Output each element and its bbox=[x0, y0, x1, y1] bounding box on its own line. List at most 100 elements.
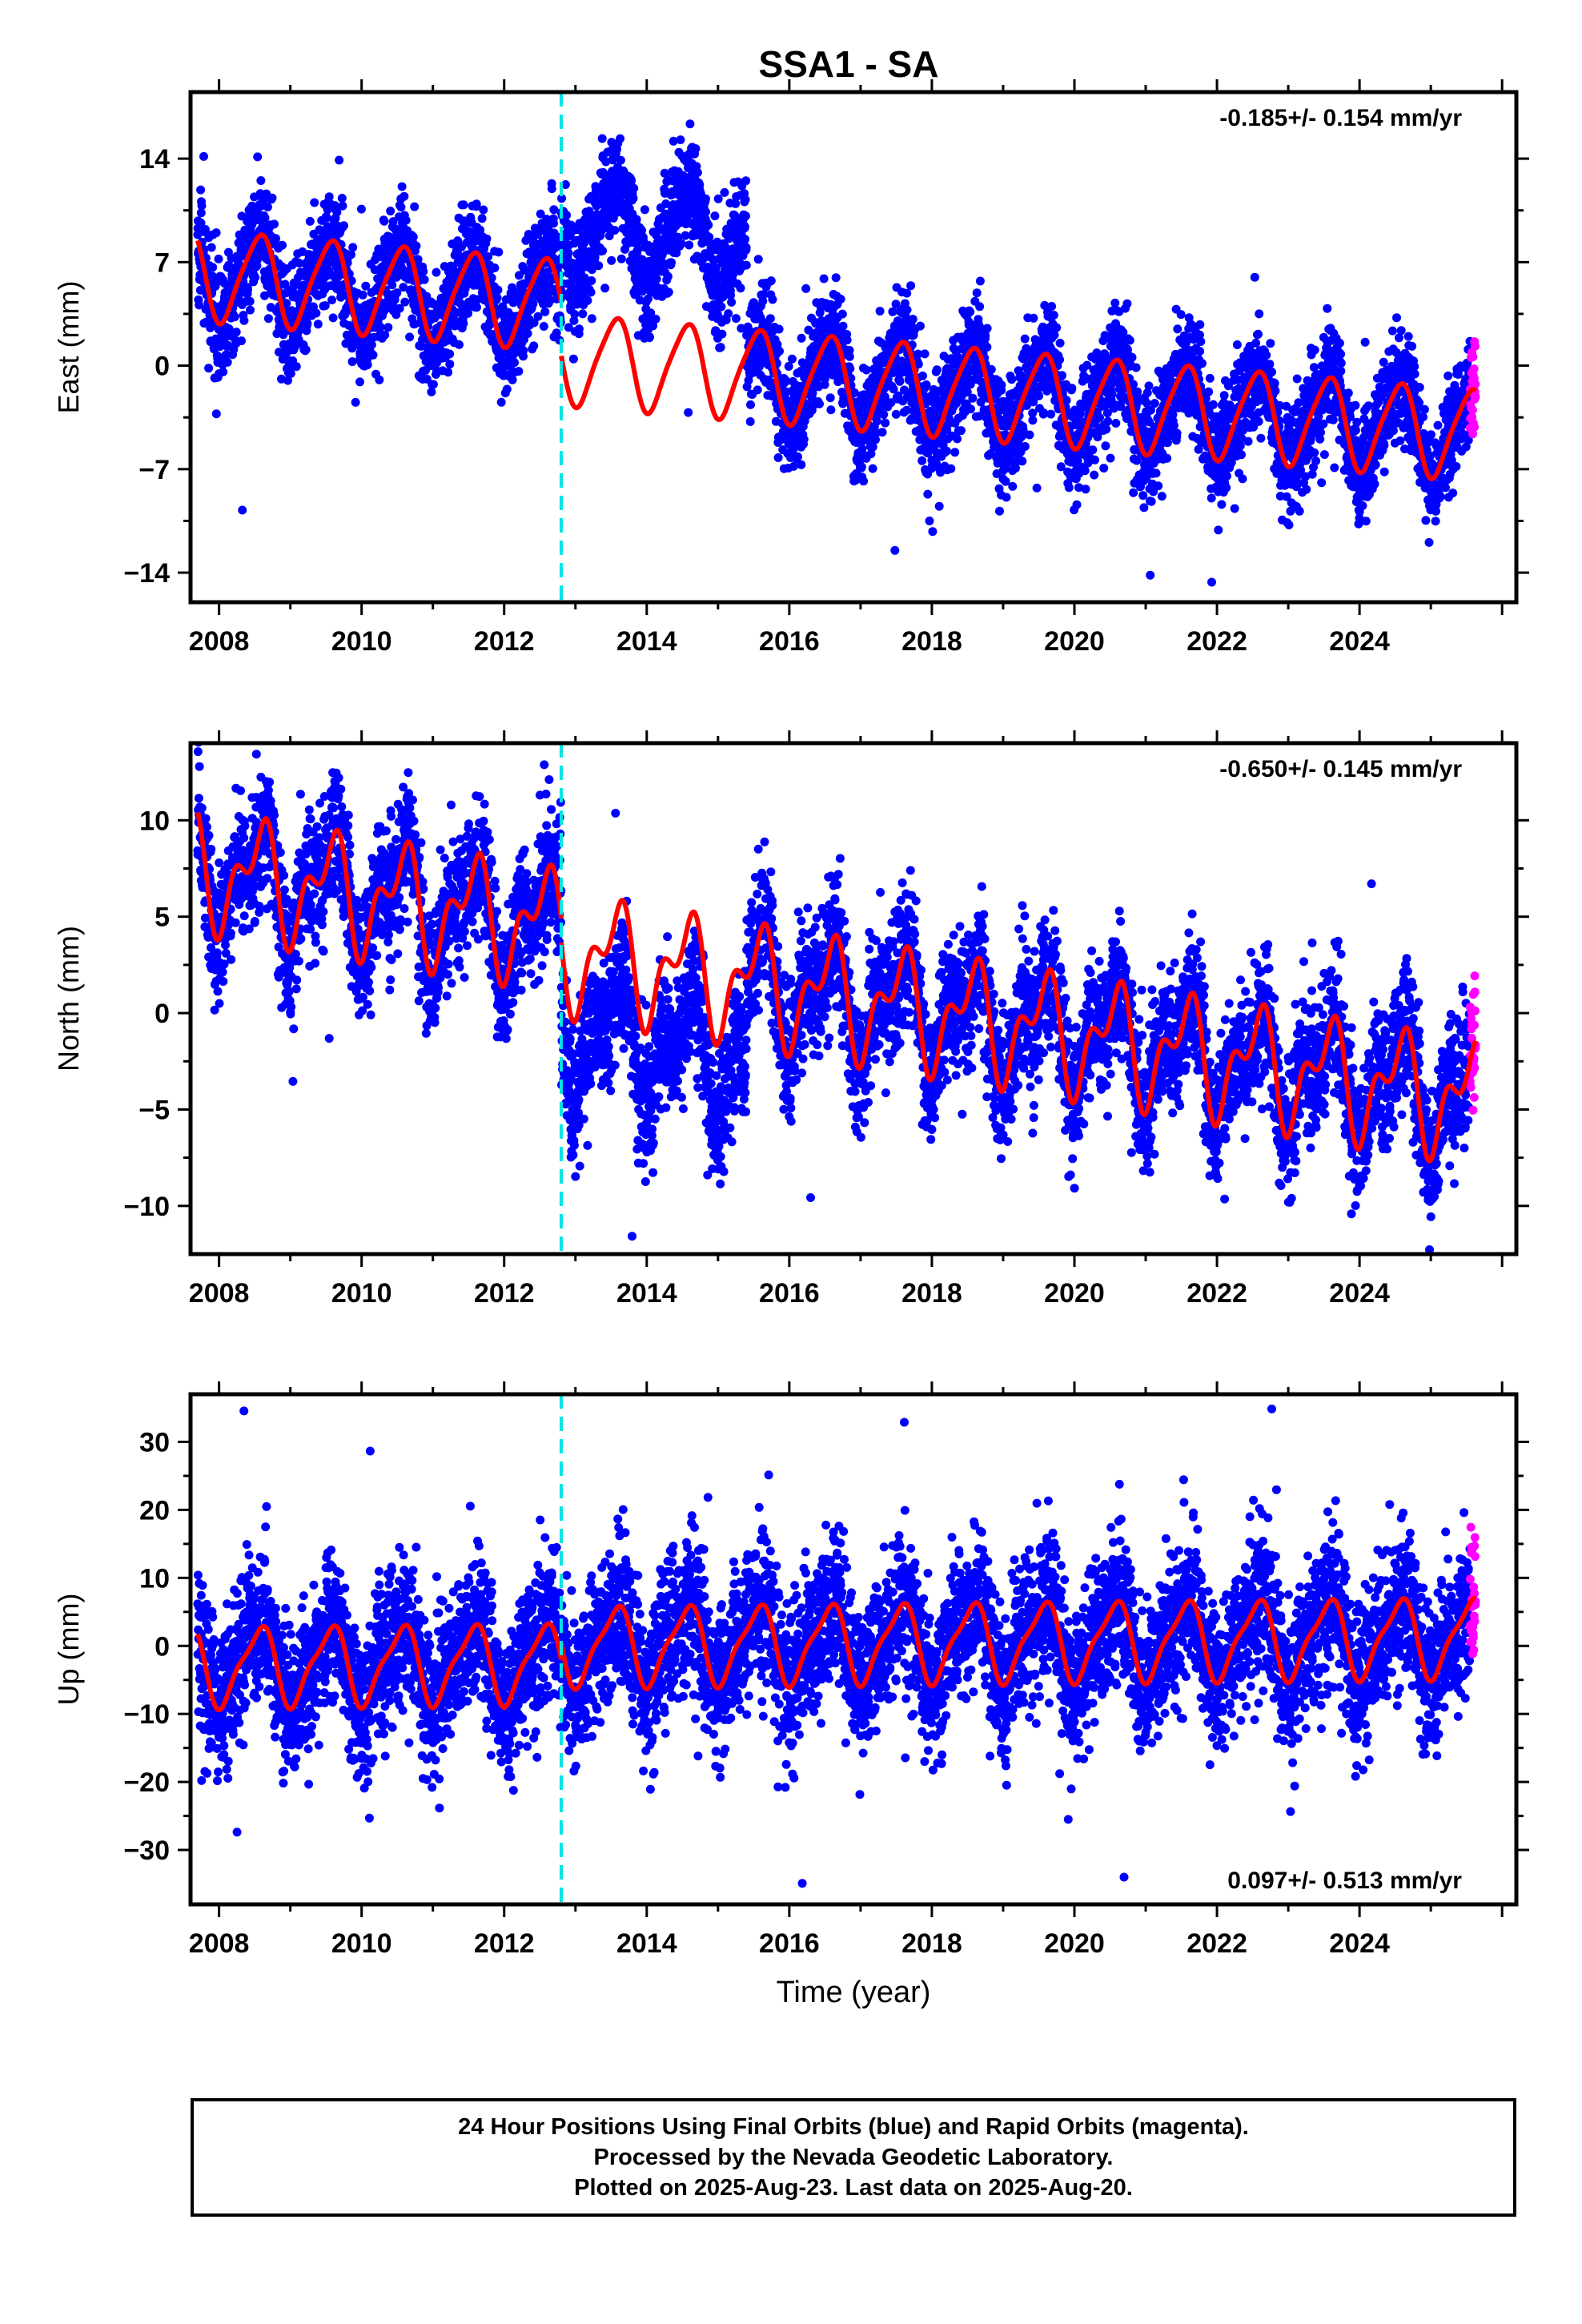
final-point bbox=[908, 315, 917, 324]
final-point bbox=[395, 304, 404, 313]
final-point bbox=[972, 288, 982, 298]
final-point bbox=[877, 428, 887, 437]
final-point bbox=[746, 400, 755, 409]
final-point bbox=[419, 267, 428, 276]
final-point bbox=[320, 301, 330, 311]
final-point bbox=[459, 319, 468, 328]
final-point bbox=[523, 329, 532, 338]
final-point bbox=[1018, 456, 1027, 466]
final-point bbox=[815, 399, 824, 408]
final-point bbox=[741, 211, 750, 221]
final-point bbox=[995, 506, 1004, 516]
final-point bbox=[401, 215, 411, 225]
final-point bbox=[740, 222, 749, 231]
final-point bbox=[731, 314, 741, 324]
final-point bbox=[547, 184, 556, 194]
final-point bbox=[923, 489, 933, 499]
final-point bbox=[942, 446, 951, 456]
final-point bbox=[549, 205, 559, 215]
final-point bbox=[543, 267, 552, 276]
final-point bbox=[1133, 387, 1142, 396]
final-point bbox=[925, 517, 934, 525]
final-point bbox=[510, 358, 519, 368]
final-point bbox=[549, 219, 558, 228]
final-point bbox=[793, 452, 802, 461]
final-point bbox=[428, 380, 438, 389]
final-point bbox=[632, 215, 641, 224]
chart-title: SSA1 - SA bbox=[759, 43, 939, 85]
final-point bbox=[375, 323, 385, 332]
final-point bbox=[1095, 412, 1104, 422]
final-point bbox=[472, 303, 481, 312]
final-point bbox=[801, 283, 811, 293]
final-point bbox=[881, 418, 890, 428]
final-point bbox=[408, 232, 418, 242]
panels: 2008 2010 2012 2014 2016 2018 2020 2022 20241470… bbox=[52, 79, 1529, 2009]
final-point bbox=[842, 336, 852, 345]
final-point bbox=[246, 305, 255, 315]
final-point bbox=[562, 211, 572, 220]
final-point bbox=[838, 321, 848, 331]
final-point bbox=[825, 393, 835, 403]
final-point bbox=[451, 316, 460, 326]
final-point bbox=[260, 213, 270, 223]
final-point bbox=[327, 296, 337, 305]
final-point bbox=[1032, 483, 1042, 493]
final-point bbox=[868, 464, 877, 473]
final-point bbox=[1110, 298, 1120, 308]
final-point bbox=[303, 319, 312, 328]
final-point bbox=[741, 243, 751, 252]
final-point bbox=[953, 434, 962, 444]
final-point bbox=[766, 276, 776, 286]
final-point bbox=[239, 316, 249, 325]
final-point bbox=[986, 364, 996, 374]
final-point bbox=[291, 362, 301, 372]
final-point bbox=[1088, 445, 1098, 455]
final-point bbox=[600, 283, 610, 293]
final-point bbox=[724, 309, 733, 319]
final-point bbox=[1046, 409, 1056, 419]
final-point bbox=[1122, 299, 1132, 308]
final-point bbox=[950, 448, 960, 457]
final-point bbox=[214, 254, 223, 263]
final-point bbox=[224, 324, 234, 333]
final-point bbox=[1029, 313, 1038, 323]
final-point bbox=[1072, 500, 1082, 509]
final-point bbox=[219, 367, 228, 376]
final-point bbox=[540, 307, 550, 316]
final-point bbox=[1050, 330, 1059, 340]
final-point bbox=[313, 320, 323, 329]
final-point bbox=[891, 409, 901, 419]
final-point bbox=[598, 246, 607, 255]
data-points bbox=[193, 119, 1480, 587]
final-point bbox=[400, 297, 410, 307]
final-point bbox=[368, 350, 378, 360]
final-point bbox=[473, 295, 482, 304]
final-point bbox=[477, 214, 487, 223]
final-point bbox=[717, 302, 726, 312]
final-point bbox=[1144, 381, 1154, 391]
final-point bbox=[278, 240, 287, 250]
final-point bbox=[981, 331, 990, 340]
final-point bbox=[1125, 336, 1134, 345]
final-point bbox=[208, 263, 218, 272]
final-point bbox=[222, 350, 231, 360]
final-point bbox=[267, 193, 277, 203]
final-point bbox=[684, 408, 693, 417]
final-point bbox=[982, 324, 992, 333]
final-point bbox=[966, 404, 975, 414]
final-point bbox=[837, 309, 847, 319]
final-point bbox=[432, 267, 441, 277]
final-point bbox=[1028, 416, 1038, 425]
final-point bbox=[578, 309, 588, 319]
final-point bbox=[197, 201, 207, 211]
final-point bbox=[196, 185, 206, 195]
final-point bbox=[367, 340, 376, 350]
final-point bbox=[713, 194, 723, 203]
final-point bbox=[400, 191, 409, 201]
final-point bbox=[529, 341, 539, 351]
final-point bbox=[195, 300, 204, 310]
final-point bbox=[628, 194, 638, 203]
final-point bbox=[211, 228, 221, 238]
final-point bbox=[263, 203, 272, 211]
